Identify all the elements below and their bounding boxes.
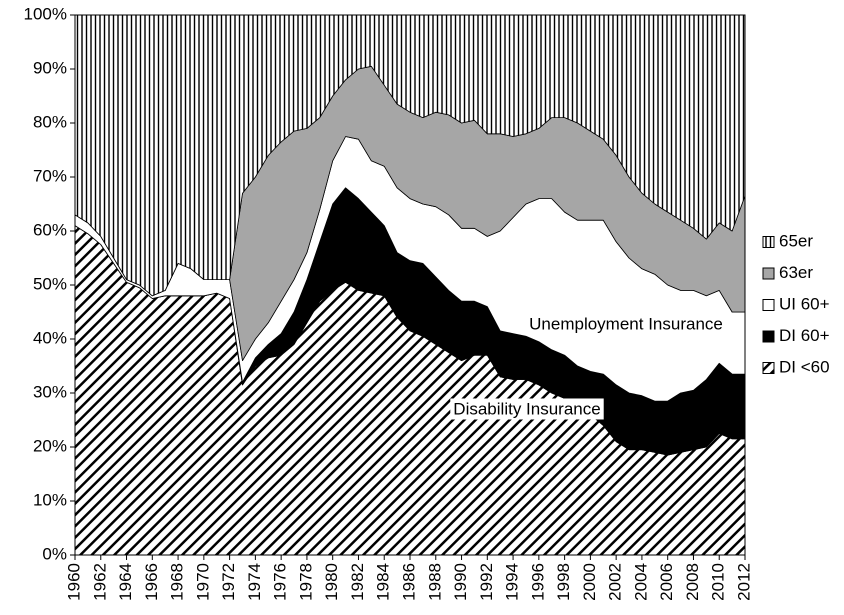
x-tick-label: 1976 (271, 563, 290, 601)
plot-areas (74, 14, 746, 556)
x-tick-label: 1998 (554, 563, 573, 601)
legend: 65er 63er UI 60+ DI 60+ DI <60 (762, 231, 830, 376)
x-tick-label: 1994 (503, 563, 522, 601)
annotation-background (526, 313, 726, 335)
y-tick-label: 70% (33, 166, 67, 185)
axes: 0% 10% 20% 30% 40% 50% 60% 70% 80% 90% 100% 1960 196… (24, 4, 754, 600)
y-tick-label: 90% (33, 58, 67, 77)
x-tick-label: 1962 (90, 563, 109, 601)
x-tick-label: 2008 (683, 563, 702, 601)
legend-label: 63er (779, 263, 813, 282)
x-tick-label: 2012 (734, 563, 753, 601)
x-tick-label: 2004 (631, 563, 650, 601)
x-tick-label: 1964 (116, 563, 135, 601)
x-tick-label: 1984 (374, 563, 393, 601)
x-tick-label: 1960 (64, 563, 83, 601)
x-tick-label: 1990 (451, 563, 470, 601)
x-tick-label: 1988 (425, 563, 444, 601)
x-tick-label: 1982 (348, 563, 367, 601)
x-tick-label: 1970 (193, 563, 212, 601)
y-tick-label: 60% (33, 220, 67, 239)
x-tick-label: 1980 (322, 563, 341, 601)
x-tick-label: 1986 (399, 563, 418, 601)
x-tick-label: 1996 (528, 563, 547, 601)
y-tick-label: 100% (24, 4, 67, 23)
y-tick-label: 50% (33, 274, 67, 293)
y-tick-label: 30% (33, 382, 67, 401)
annotation: Unemployment Insurance (529, 314, 723, 333)
legend-swatch (762, 299, 775, 311)
y-tick-label: 40% (33, 328, 67, 347)
x-tick-label: 1966 (142, 563, 161, 601)
x-tick-label: 2000 (580, 563, 599, 601)
x-tick-label: 1992 (477, 563, 496, 601)
legend-swatch (762, 236, 775, 248)
y-tick-label: 20% (33, 436, 67, 455)
legend-swatch (762, 330, 775, 343)
x-tick-label: 1972 (219, 563, 238, 601)
legend-label: DI <60 (779, 357, 830, 376)
x-tick-label: 1968 (168, 563, 187, 601)
legend-label: 65er (779, 231, 813, 250)
annotation-background (450, 398, 604, 420)
x-tick-label: 1978 (296, 563, 315, 601)
legend-swatch (762, 362, 775, 374)
x-tick-label: 2002 (606, 563, 625, 601)
legend-label: UI 60+ (779, 294, 830, 313)
x-tick-label: 2010 (709, 563, 728, 601)
y-tick-label: 10% (33, 490, 67, 509)
legend-swatch (762, 267, 775, 280)
y-tick-label: 0% (42, 544, 67, 563)
annotation: Disability Insurance (453, 399, 600, 418)
x-tick-label: 2006 (657, 563, 676, 601)
annotations: Unemployment Insurance Disability Insuran… (450, 313, 726, 420)
y-tick-label: 80% (33, 112, 67, 131)
legend-label: DI 60+ (779, 326, 830, 345)
x-tick-label: 1974 (245, 563, 264, 601)
